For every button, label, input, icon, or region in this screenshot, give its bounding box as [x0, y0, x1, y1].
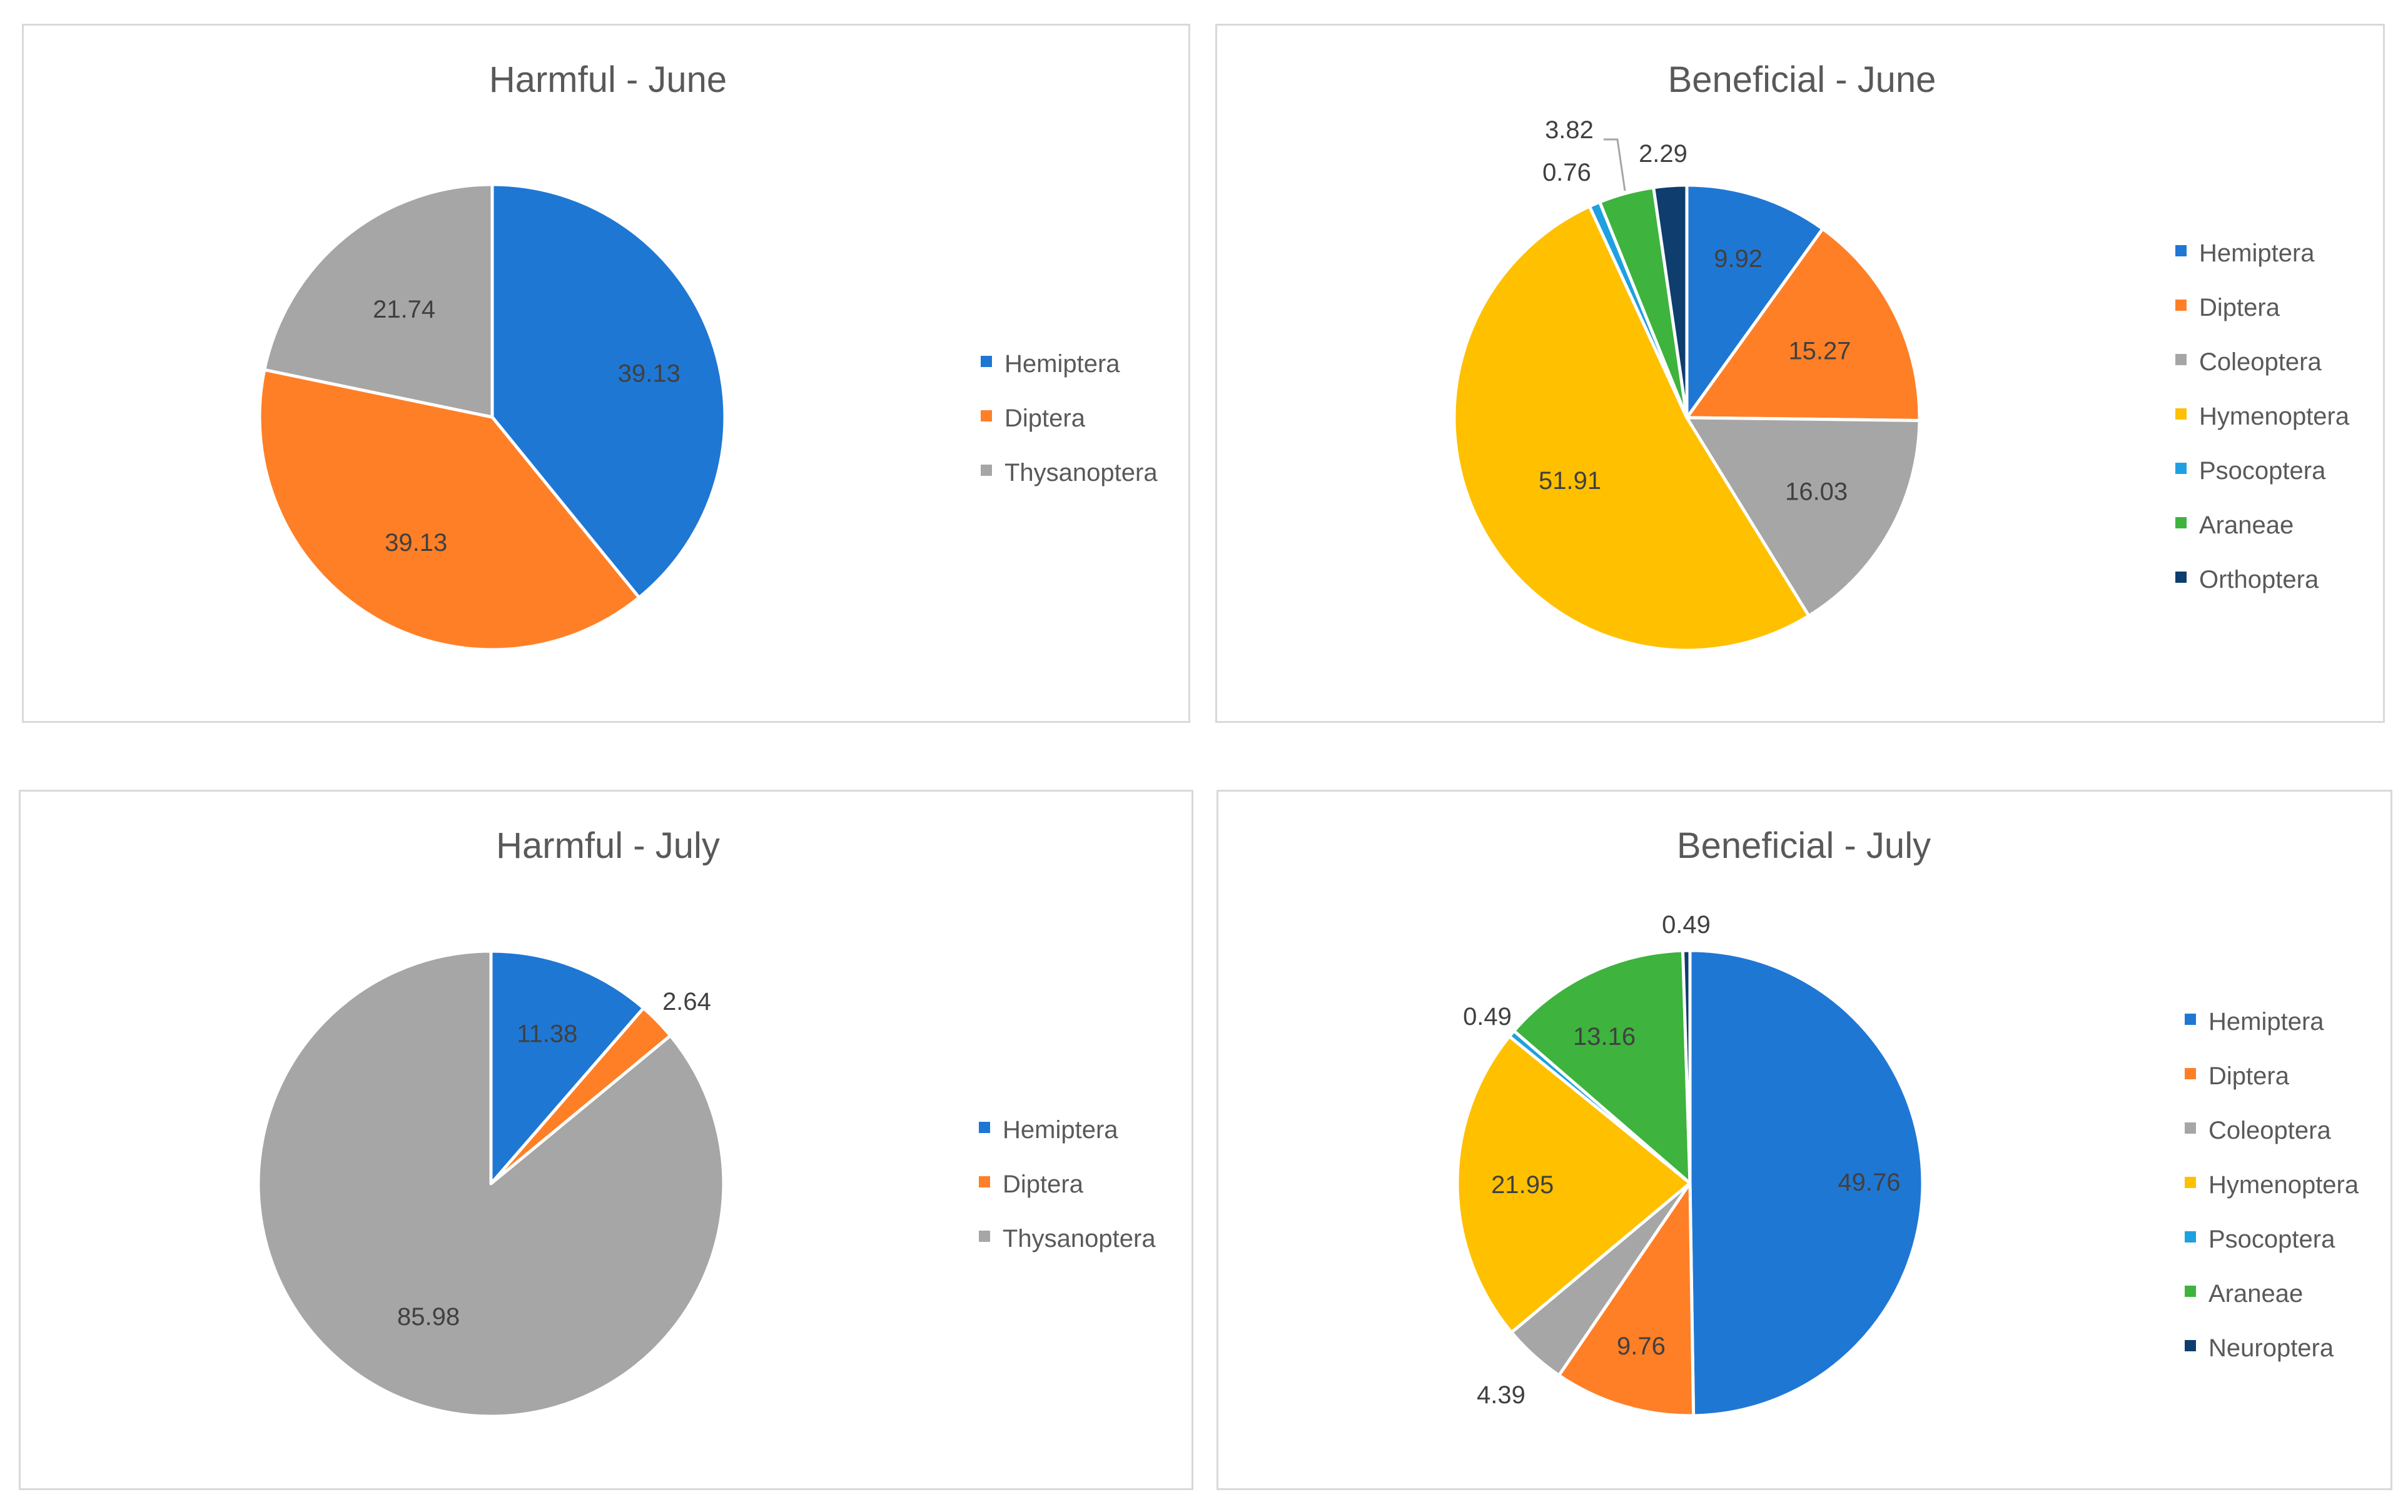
legend-swatch-hemiptera	[981, 356, 992, 367]
chart-beneficial-july: Beneficial - July 49.76 9.76 21.95 13.16 4.39…	[1217, 790, 2392, 1490]
pie-svg: Beneficial - July 49.76 9.76 21.95 13.16 4.39…	[1455, 825, 2359, 1418]
data-label-hymenoptera: 51.91	[1539, 467, 1601, 495]
legend-swatch-hymenoptera	[2185, 1177, 2196, 1188]
legend-label-hemiptera: Hemiptera	[2199, 239, 2315, 267]
chart-title: Harmful - June	[489, 59, 727, 100]
data-label-coleoptera: 16.03	[1785, 478, 1848, 505]
legend-swatch-coleoptera	[2175, 354, 2187, 365]
pie-svg: Beneficial - June 9.92 15.27 16.03 51.91 0.76…	[1452, 59, 2350, 652]
legend-label-araneae: Araneae	[2208, 1280, 2303, 1308]
pie-slice-orthoptera	[1652, 183, 1689, 420]
data-label-diptera: 9.76	[1617, 1333, 1666, 1360]
legend-swatch-thysanoptera	[979, 1231, 990, 1242]
data-label-hemiptera: 39.13	[618, 360, 680, 388]
data-label-coleoptera: 4.39	[1477, 1381, 1525, 1409]
data-label-hemiptera: 49.76	[1838, 1169, 1900, 1196]
legend-label-neuroptera: Neuroptera	[2208, 1334, 2334, 1362]
data-label-neuroptera: 0.49	[1662, 911, 1711, 939]
legend-label-diptera: Diptera	[2199, 294, 2280, 321]
legend-swatch-araneae	[2175, 517, 2187, 528]
legend-label-coleoptera: Coleoptera	[2208, 1117, 2331, 1144]
legend-swatch-orthoptera	[2175, 572, 2187, 583]
pie-slice-hemiptera	[1688, 949, 1925, 1418]
data-label-diptera: 15.27	[1788, 338, 1851, 365]
legend-swatch-diptera	[2185, 1068, 2196, 1079]
pie-slice-thysanoptera	[256, 949, 726, 1418]
legend-label-coleoptera: Coleoptera	[2199, 348, 2322, 376]
chart-title: Beneficial - June	[1668, 59, 1936, 100]
legend-label-hymenoptera: Hymenoptera	[2208, 1171, 2359, 1199]
legend-swatch-diptera	[981, 410, 992, 421]
data-label-diptera: 2.64	[662, 988, 711, 1016]
legend-label-diptera: Diptera	[1004, 405, 1086, 432]
pie-slice-hymenoptera	[1455, 1034, 1692, 1334]
pie-slice-diptera	[1685, 227, 1921, 422]
data-label-hemiptera: 11.38	[517, 1021, 577, 1048]
pie-slice-hemiptera	[489, 949, 645, 1186]
data-label-hemiptera: 9.92	[1714, 245, 1763, 273]
chart-beneficial-june: Beneficial - June 9.92 15.27 16.03 51.91 0.76…	[1215, 24, 2385, 723]
legend-label-thysanoptera: Thysanoptera	[1003, 1225, 1156, 1252]
legend-swatch-hemiptera	[979, 1122, 990, 1133]
legend-swatch-araneae	[2185, 1286, 2196, 1297]
pie-slice-hymenoptera	[1452, 204, 1811, 652]
chart-harmful-july: Harmful - July 11.38 85.98 2.64 Hemiptera Dip…	[19, 790, 1193, 1490]
chart-title: Beneficial - July	[1677, 825, 1931, 866]
data-label-hymenoptera: 21.95	[1491, 1171, 1554, 1199]
data-label-araneae: 13.16	[1573, 1023, 1636, 1051]
legend-swatch-psocoptera	[2175, 463, 2187, 474]
chart-title: Harmful - July	[496, 825, 720, 866]
legend-label-araneae: Araneae	[2199, 512, 2294, 539]
legend-label-diptera: Diptera	[2208, 1062, 2290, 1090]
legend-swatch-diptera	[2175, 300, 2187, 311]
legend-swatch-diptera	[979, 1176, 990, 1187]
chart-harmful-june: Harmful - June 39.13 39.13 21.74 Hemiptera Di…	[22, 24, 1190, 723]
pie-slice-hemiptera	[490, 183, 727, 600]
legend-label-hemiptera: Hemiptera	[2208, 1008, 2324, 1036]
data-label-psocoptera: 0.49	[1463, 1003, 1512, 1031]
data-label-diptera: 39.13	[385, 529, 447, 557]
legend-swatch-hemiptera	[2185, 1014, 2196, 1025]
pie-svg: Harmful - July 11.38 85.98 2.64 Hemiptera Dip…	[256, 825, 1156, 1418]
data-label-araneae: 3.82	[1545, 116, 1594, 144]
legend-label-hemiptera: Hemiptera	[1003, 1116, 1118, 1144]
data-label-orthoptera: 2.29	[1639, 140, 1687, 168]
pie-svg: Harmful - June 39.13 39.13 21.74 Hemiptera Di…	[258, 59, 1158, 652]
legend-label-orthoptera: Orthoptera	[2199, 566, 2319, 593]
legend-swatch-hemiptera	[2175, 245, 2187, 256]
legend-label-hymenoptera: Hymenoptera	[2199, 403, 2350, 430]
pie-slice-diptera	[258, 368, 641, 652]
pie-slice-diptera	[1557, 1181, 1696, 1418]
legend-label-psocoptera: Psocoptera	[2208, 1226, 2335, 1253]
legend-swatch-hymenoptera	[2175, 408, 2187, 420]
pie-slice-hemiptera	[1685, 183, 1824, 420]
legend-label-hemiptera: Hemiptera	[1004, 350, 1120, 378]
legend-label-diptera: Diptera	[1003, 1171, 1084, 1198]
pie-slice-thysanoptera	[263, 183, 494, 419]
data-label-thysanoptera: 85.98	[397, 1303, 460, 1331]
pie-slice-coleoptera	[1685, 416, 1921, 618]
data-label-psocoptera: 0.76	[1542, 159, 1591, 186]
leader-line	[1604, 138, 1626, 191]
legend-swatch-neuroptera	[2185, 1340, 2196, 1351]
legend-swatch-psocoptera	[2185, 1231, 2196, 1242]
legend-swatch-coleoptera	[2185, 1122, 2196, 1134]
legend-label-psocoptera: Psocoptera	[2199, 457, 2326, 485]
legend-swatch-thysanoptera	[981, 465, 992, 476]
data-label-thysanoptera: 21.74	[373, 296, 435, 323]
legend-label-thysanoptera: Thysanoptera	[1004, 459, 1158, 486]
pie-slice-araneae	[1512, 949, 1692, 1185]
pie-slice-neuroptera	[1681, 949, 1692, 1185]
